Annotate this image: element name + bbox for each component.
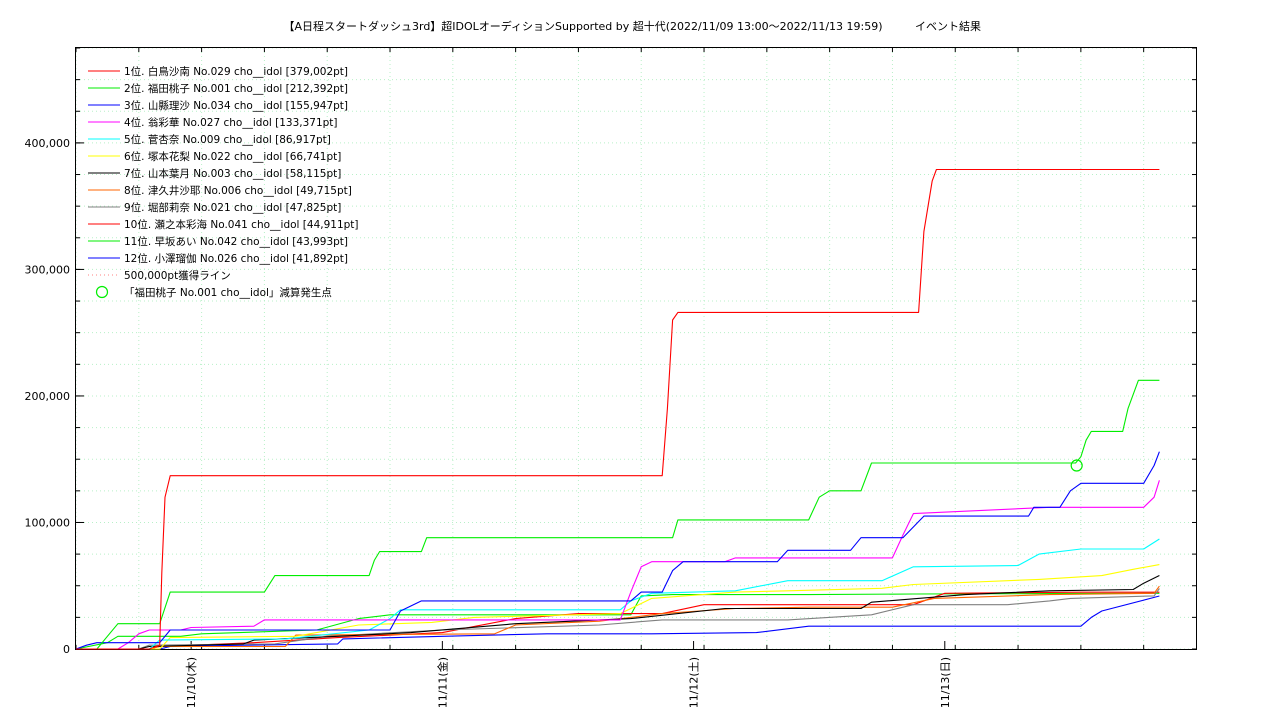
y-tick-label: 300,000	[25, 263, 71, 276]
series-line-11	[75, 592, 1160, 650]
series-lines	[75, 168, 1160, 650]
y-tick-label: 0	[63, 643, 70, 656]
legend-entry: 5位. 菅杏奈 No.009 cho__idol [86,917pt]	[124, 133, 331, 146]
series-line-4	[76, 480, 1160, 650]
legend-entry: 3位. 山縣理沙 No.034 cho__idol [155,947pt]	[124, 99, 348, 112]
x-tick-label: 11/13(日)	[939, 657, 952, 708]
legend-entry: 12位. 小澤瑠伽 No.026 cho__idol [41,892pt]	[124, 252, 348, 265]
series-line-7	[76, 575, 1160, 650]
legend-entry: 6位. 塚本花梨 No.022 cho__idol [66,741pt]	[124, 150, 341, 163]
legend-entry: 1位. 白鳥沙南 No.029 cho__idol [379,002pt]	[124, 65, 348, 78]
legend-swatch-circle	[95, 285, 109, 299]
series-line-3	[75, 451, 1160, 650]
series-line-12	[76, 595, 1160, 650]
legend-entry: 10位. 瀬之本彩海 No.041 cho__idol [44,911pt]	[124, 218, 359, 231]
y-tick-label: 100,000	[25, 516, 71, 529]
x-tick-label: 11/12(土)	[688, 657, 701, 708]
x-tick-label: 11/10(木)	[185, 657, 198, 708]
series-line-8	[76, 585, 1160, 650]
plot-frame	[75, 47, 1197, 650]
chart-title: 【A日程スタートダッシュ3rd】超IDOLオーディションSupported by…	[283, 19, 882, 33]
legend-entry: 「福田桃子 No.001 cho__idol」減算発生点	[124, 286, 332, 299]
legend: 1位. 白鳥沙南 No.029 cho__idol [379,002pt] 2位.…	[88, 65, 359, 299]
y-tick-label: 400,000	[25, 137, 71, 150]
y-tick-label: 200,000	[25, 390, 71, 403]
legend-entry: 9位. 堀部莉奈 No.021 cho__idol [47,825pt]	[124, 201, 341, 214]
legend-entry: 8位. 津久井沙耶 No.006 cho__idol [49,715pt]	[124, 184, 352, 197]
legend-entry: 7位. 山本葉月 No.003 cho__idol [58,115pt]	[124, 167, 341, 180]
series-line-2	[76, 379, 1160, 650]
axis-ticks: 11/10(木) 11/11(金) 11/12(土) 11/13(日) 0 100,000…	[25, 47, 1196, 708]
series-line-6	[76, 564, 1160, 650]
legend-entry: 2位. 福田桃子 No.001 cho__idol [212,392pt]	[124, 82, 348, 95]
legend-entry: 4位. 翁彩華 No.027 cho__idol [133,371pt]	[124, 116, 338, 129]
legend-entry: 11位. 早坂あい No.042 cho__idol [43,993pt]	[124, 235, 348, 248]
series-line-1	[76, 168, 1160, 650]
legend-entry: 500,000pt獲得ライン	[124, 269, 231, 282]
chart-subtitle: イベント結果	[915, 19, 981, 33]
markers	[1070, 459, 1083, 472]
x-tick-label: 11/11(金)	[435, 657, 449, 708]
drop-point-marker	[1070, 459, 1083, 472]
series-line-5	[76, 538, 1160, 650]
